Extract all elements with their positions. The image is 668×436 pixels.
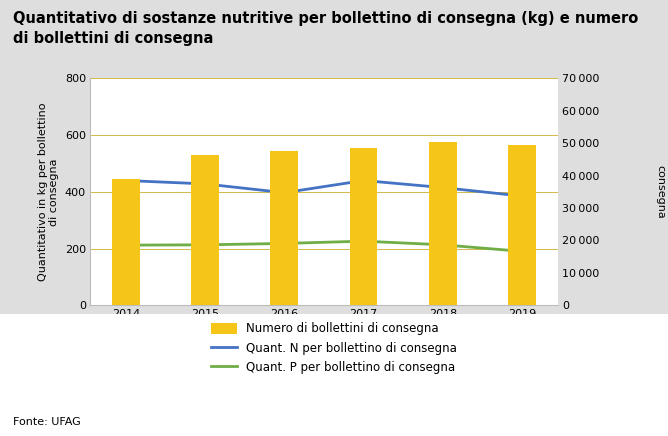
Bar	[508, 145, 536, 305]
Text: Fonte: UFAG: Fonte: UFAG	[13, 417, 81, 427]
Y-axis label: Numero di bollettini di
consegna: Numero di bollettini di consegna	[655, 129, 668, 254]
Bar	[271, 151, 298, 305]
Bar	[112, 179, 140, 305]
Legend: Numero di bollettini di consegna, Quant. N per bollettino di consegna, Quant. P : Numero di bollettini di consegna, Quant.…	[211, 322, 457, 374]
Text: Quantitativo di sostanze nutritive per bollettino di consegna (kg) e numero
di b: Quantitativo di sostanze nutritive per b…	[13, 11, 639, 46]
Bar	[350, 148, 377, 305]
Bar	[429, 142, 457, 305]
Bar	[191, 155, 219, 305]
Y-axis label: Quantitativo in kg per bollettino
di consegna: Quantitativo in kg per bollettino di con…	[37, 102, 59, 281]
